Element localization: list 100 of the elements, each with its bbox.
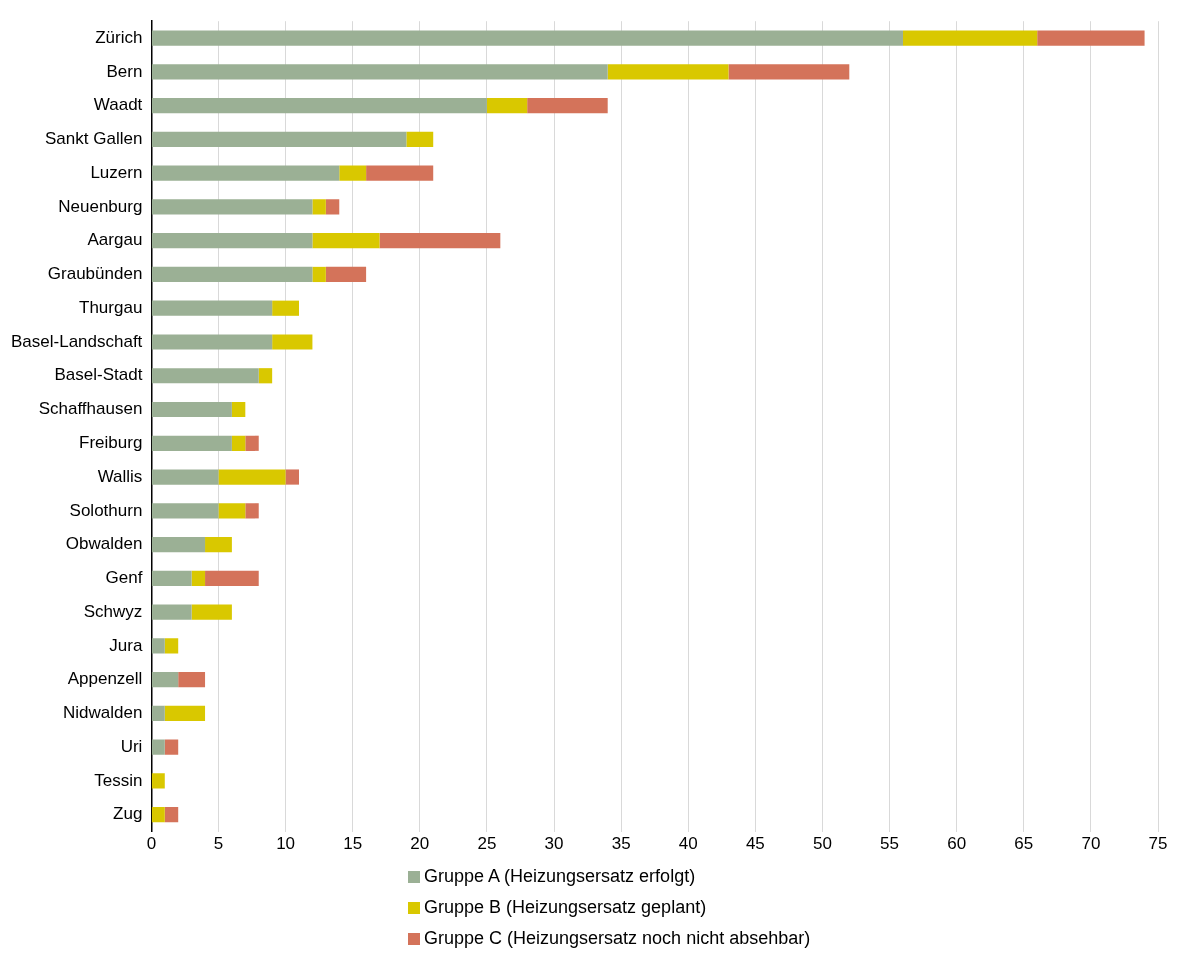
bar (151, 165, 340, 181)
bar (218, 469, 286, 485)
y-tick-label: Freiburg (79, 432, 143, 452)
bar (205, 570, 259, 586)
bar (366, 165, 434, 181)
legend-label: Gruppe B (Heizungsersatz geplant) (424, 897, 707, 918)
y-tick-label: Luzern (90, 162, 143, 182)
bar (312, 266, 326, 283)
bar (164, 739, 179, 755)
bar (151, 503, 219, 519)
x-tick-label: 50 (812, 834, 832, 854)
y-tick-label: Appenzell (67, 669, 143, 689)
bar (406, 131, 434, 147)
bar (527, 98, 608, 114)
bar (245, 435, 259, 451)
bar (231, 435, 246, 451)
bar (312, 199, 326, 215)
x-tick-label: 0 (146, 834, 157, 854)
bar (151, 266, 313, 283)
bar (191, 604, 232, 620)
x-tick-label: 15 (343, 834, 363, 854)
y-tick-label: Zürich (95, 27, 143, 47)
x-tick-label: 10 (276, 834, 296, 854)
x-tick-label: 35 (611, 834, 631, 854)
bar (486, 98, 528, 114)
y-tick-label: Basel-Stadt (54, 365, 143, 385)
bar (205, 536, 232, 553)
x-tick-label: 40 (678, 834, 698, 854)
y-tick-label: Nidwalden (62, 703, 143, 723)
y-tick-label: Sankt Gallen (45, 129, 143, 149)
y-tick-label: Schwyz (83, 601, 143, 621)
x-tick-label: 65 (1014, 834, 1034, 854)
y-tick-label: Obwalden (65, 534, 143, 554)
y-tick-label: Neuenburg (58, 196, 143, 216)
bar (151, 536, 206, 553)
y-tick-label: Solothurn (69, 500, 143, 520)
y-tick-label: Jura (109, 635, 143, 655)
y-tick-label: Zug (113, 804, 143, 824)
y-tick-label: Tessin (94, 770, 143, 790)
bar (607, 64, 729, 80)
bar (151, 435, 232, 451)
x-tick-label: 5 (213, 834, 224, 854)
x-tick-label: 45 (745, 834, 765, 854)
x-tick-label: 25 (477, 834, 497, 854)
x-tick-label: 60 (947, 834, 967, 854)
x-tick-label: 55 (880, 834, 900, 854)
legend-label: Gruppe A (Heizungsersatz erfolgt) (424, 866, 696, 887)
x-tick-label: 20 (410, 834, 430, 854)
bar (151, 30, 903, 46)
y-tick-label: Graubünden (47, 264, 143, 284)
bar (379, 233, 501, 249)
bar (151, 131, 407, 147)
bar (258, 368, 273, 384)
bar (151, 570, 192, 586)
bar (151, 469, 219, 485)
y-tick-label: Basel-Landschaft (10, 331, 143, 351)
bar (151, 334, 273, 350)
bar (151, 368, 259, 384)
y-tick-label: Schaffhausen (38, 399, 143, 419)
y-tick-label: Genf (105, 568, 143, 588)
bar (151, 672, 179, 688)
bar (325, 266, 367, 283)
bar (1037, 30, 1145, 46)
bar (151, 199, 313, 215)
bar (151, 64, 608, 80)
bar (325, 199, 340, 215)
bar (151, 638, 165, 654)
bar (272, 300, 299, 316)
bar (312, 233, 380, 249)
bar (272, 334, 313, 350)
bar (218, 503, 246, 519)
y-tick-label: Thurgau (79, 297, 143, 317)
x-tick-label: 70 (1081, 834, 1101, 854)
bar (151, 98, 487, 114)
x-tick-label: 75 (1148, 834, 1168, 854)
bar (151, 773, 165, 789)
x-tick-label: 30 (544, 834, 564, 854)
y-tick-label: Bern (106, 61, 143, 81)
bar (151, 807, 165, 823)
bar (151, 233, 313, 249)
bar (164, 807, 179, 823)
legend-label: Gruppe C (Heizungsersatz noch nicht absehbar) (424, 928, 811, 949)
bar (151, 401, 232, 418)
bar (151, 705, 165, 722)
bar (245, 503, 259, 519)
bar (151, 300, 273, 316)
bar (728, 64, 850, 80)
y-tick-label: Uri (120, 736, 143, 756)
bar (151, 604, 192, 620)
y-tick-label: Aargau (87, 230, 143, 250)
bar (164, 705, 206, 722)
bar (191, 570, 206, 586)
y-tick-label: Wallis (97, 466, 143, 486)
bar (285, 469, 299, 485)
bar (151, 739, 165, 755)
bar (339, 165, 367, 181)
bar (902, 30, 1038, 46)
bar (164, 638, 179, 654)
y-tick-label: Waadt (93, 95, 143, 115)
bar (178, 672, 206, 688)
